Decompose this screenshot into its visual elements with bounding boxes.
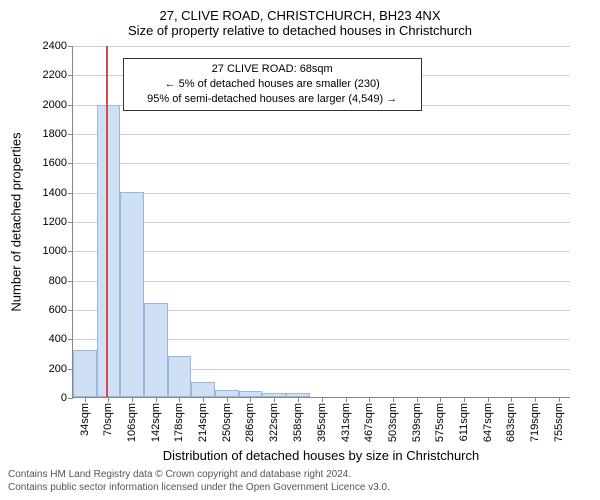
xtick-mark [132,397,133,402]
xtick-label: 395sqm [316,403,328,442]
histogram-bar [97,105,121,397]
xtick-mark [179,397,180,402]
xtick-label: 250sqm [221,403,233,442]
xtick-label: 575sqm [434,403,446,442]
y-axis-label: Number of detached properties [9,132,24,311]
gridline [73,134,570,135]
xtick-label: 431sqm [340,403,352,442]
ytick-label: 400 [49,333,73,345]
xtick-label: 755sqm [553,403,565,442]
x-axis-label: Distribution of detached houses by size … [72,448,570,463]
ytick-label: 1400 [43,187,73,199]
ytick-label: 1000 [43,245,73,257]
xtick-label: 647sqm [482,403,494,442]
xtick-label: 467sqm [363,403,375,442]
gridline [73,46,570,47]
xtick-mark [440,397,441,402]
xtick-mark [203,397,204,402]
xtick-mark [346,397,347,402]
xtick-mark [511,397,512,402]
annotation-line-larger: 95% of semi-detached houses are larger (… [130,92,415,107]
gridline [73,222,570,223]
xtick-label: 322sqm [268,403,280,442]
xtick-mark [417,397,418,402]
annotation-box: 27 CLIVE ROAD: 68sqm← 5% of detached hou… [123,58,422,111]
xtick-mark [464,397,465,402]
histogram-bar [120,192,144,397]
footer-attribution: Contains HM Land Registry data © Crown c… [8,468,390,494]
ytick-label: 2400 [43,40,73,52]
page-subtitle: Size of property relative to detached ho… [0,23,600,44]
histogram-bar [191,382,215,397]
ytick-label: 800 [49,275,73,287]
ytick-label: 200 [49,363,73,375]
xtick-label: 178sqm [173,403,185,442]
gridline [73,281,570,282]
xtick-mark [488,397,489,402]
ytick-label: 2000 [43,99,73,111]
gridline [73,163,570,164]
gridline [73,251,570,252]
property-marker-line [106,46,108,397]
xtick-mark [108,397,109,402]
ytick-label: 0 [61,392,73,404]
xtick-label: 142sqm [150,403,162,442]
xtick-label: 539sqm [411,403,423,442]
xtick-label: 286sqm [244,403,256,442]
xtick-label: 70sqm [102,403,114,436]
ytick-label: 1800 [43,128,73,140]
annotation-line-smaller: ← 5% of detached houses are smaller (230… [130,77,415,92]
ytick-label: 600 [49,304,73,316]
histogram-bar [168,356,192,397]
xtick-mark [535,397,536,402]
page-title: 27, CLIVE ROAD, CHRISTCHURCH, BH23 4NX [0,0,600,23]
xtick-mark [393,397,394,402]
xtick-mark [156,397,157,402]
xtick-mark [274,397,275,402]
xtick-mark [85,397,86,402]
xtick-label: 719sqm [529,403,541,442]
histogram-bar [144,303,168,397]
plot-area: 0200400600800100012001400160018002000220… [72,46,570,398]
xtick-mark [559,397,560,402]
ytick-label: 2200 [43,69,73,81]
gridline [73,193,570,194]
xtick-label: 358sqm [292,403,304,442]
xtick-label: 214sqm [197,403,209,442]
xtick-mark [227,397,228,402]
xtick-label: 503sqm [387,403,399,442]
xtick-mark [250,397,251,402]
xtick-mark [322,397,323,402]
ytick-label: 1200 [43,216,73,228]
xtick-mark [298,397,299,402]
annotation-title: 27 CLIVE ROAD: 68sqm [130,62,415,77]
ytick-label: 1600 [43,157,73,169]
xtick-label: 106sqm [126,403,138,442]
xtick-label: 611sqm [458,403,470,441]
footer-line2: Contains public sector information licen… [8,481,390,494]
xtick-mark [369,397,370,402]
histogram-bar [215,390,239,397]
histogram-bar [73,350,97,397]
xtick-label: 683sqm [505,403,517,442]
xtick-label: 34sqm [79,403,91,436]
histogram-chart: 0200400600800100012001400160018002000220… [72,46,570,398]
footer-line1: Contains HM Land Registry data © Crown c… [8,468,390,481]
